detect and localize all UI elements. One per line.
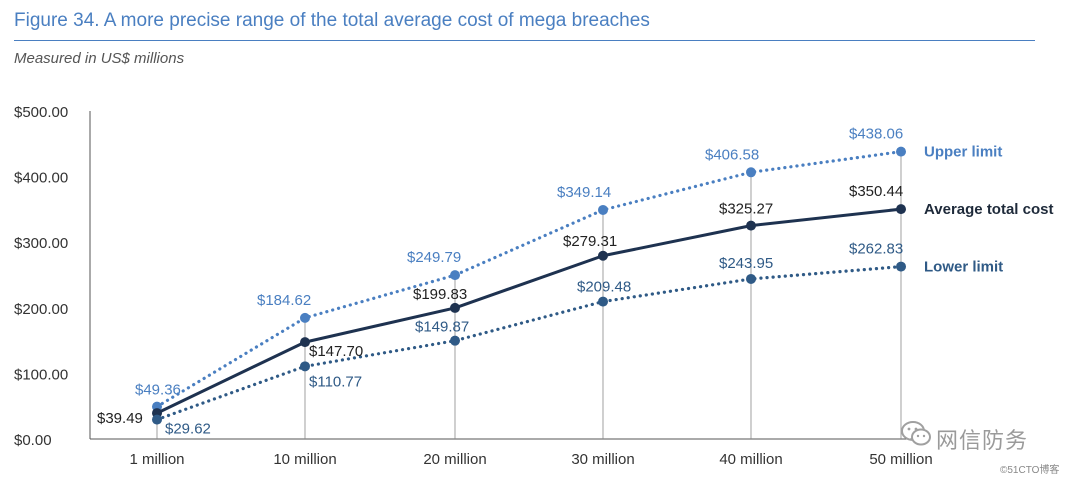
- chart-axes: $0.00 $100.00 $200.00 $300.00 $400.00 $500.00…: [14, 104, 933, 468]
- data-label: $184.62: [257, 292, 311, 309]
- series-line: [155, 264, 903, 422]
- data-label: $209.48: [577, 279, 631, 296]
- watermark-main: 网信防务: [936, 428, 1029, 453]
- y-tick-label: $100.00: [14, 366, 68, 383]
- y-tick-label: $500.00: [14, 104, 68, 121]
- data-label: $243.95: [719, 255, 773, 272]
- drop-lines: [156, 151, 902, 439]
- data-point: [300, 361, 310, 372]
- data-point: [598, 296, 608, 307]
- series-lines: [155, 150, 903, 422]
- data-point: [896, 204, 906, 215]
- series-line: [155, 207, 903, 415]
- legend-entry: Average total cost: [924, 201, 1054, 218]
- data-label: $29.62: [165, 421, 211, 438]
- data-point: [450, 335, 460, 346]
- data-point: [450, 270, 460, 281]
- watermark-secondary: ©51CTO博客: [1000, 465, 1060, 476]
- x-tick-label: 30 million: [571, 451, 634, 468]
- data-point: [450, 302, 460, 313]
- data-label: $147.70: [309, 343, 363, 360]
- y-tick-label: $300.00: [14, 235, 68, 252]
- data-points: [152, 146, 906, 425]
- x-tick-label: 1 million: [129, 451, 184, 468]
- data-point: [896, 261, 906, 272]
- y-tick-label: $200.00: [14, 301, 68, 318]
- data-label: $350.44: [849, 183, 903, 200]
- data-label: $279.31: [563, 233, 617, 250]
- data-point: [598, 250, 608, 261]
- data-point: [746, 273, 756, 284]
- x-tick-label: 10 million: [273, 451, 336, 468]
- legend-entry: Upper limit: [924, 144, 1002, 161]
- data-label: $199.83: [413, 286, 467, 303]
- y-tick-label: $400.00: [14, 170, 68, 187]
- chart-title: Figure 34. A more precise range of the t…: [14, 10, 650, 31]
- series-line: [155, 150, 903, 409]
- data-label: $438.06: [849, 126, 903, 143]
- wechat-icon: [901, 421, 931, 446]
- data-point: [152, 414, 162, 425]
- data-point: [746, 220, 756, 231]
- title-divider: [14, 40, 1035, 41]
- data-label: $49.36: [135, 382, 181, 399]
- legend-entry: Lower limit: [924, 259, 1003, 276]
- x-tick-label: 50 million: [869, 451, 932, 468]
- data-point: [300, 337, 310, 348]
- y-tick-label: $0.00: [14, 432, 52, 449]
- data-label: $325.27: [719, 201, 773, 218]
- data-point: [300, 312, 310, 323]
- data-label: $149.87: [415, 319, 469, 336]
- chart-subtitle: Measured in US$ millions: [14, 50, 185, 67]
- legend: Upper limit Average total cost Lower limit: [924, 144, 1054, 276]
- x-tick-label: 40 million: [719, 451, 782, 468]
- data-label: $262.83: [849, 241, 903, 258]
- data-labels: $49.36 $184.62 $249.79 $349.14 $406.58 $438.0…: [97, 126, 903, 438]
- data-label: $249.79: [407, 249, 461, 266]
- data-label: $406.58: [705, 146, 759, 163]
- data-point: [598, 204, 608, 215]
- data-label: $110.77: [309, 373, 362, 390]
- data-label: $349.14: [557, 184, 611, 201]
- x-tick-label: 20 million: [423, 451, 486, 468]
- data-point: [746, 167, 756, 178]
- data-label: $39.49: [97, 410, 143, 427]
- data-point: [896, 146, 906, 157]
